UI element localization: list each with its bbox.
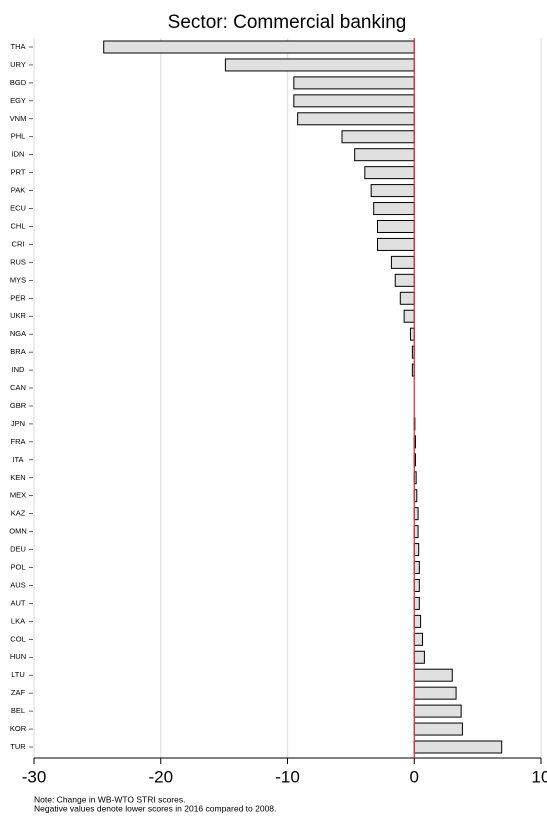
bar — [413, 632, 423, 646]
bar — [413, 596, 420, 610]
bar — [413, 668, 453, 682]
y-tick-label: PHL — [11, 132, 26, 141]
bar — [403, 309, 415, 323]
y-tick-label: PAK — [11, 186, 25, 195]
y-tick-label: HUN — [10, 652, 26, 661]
y-tick-label: TUR — [10, 742, 26, 751]
y-tick-label: BGD — [10, 78, 27, 87]
y-tick-label: VNM — [10, 114, 27, 123]
x-tick-label: -10 — [275, 767, 300, 786]
bar — [413, 543, 420, 557]
bar — [364, 166, 415, 180]
y-tick-label: PER — [10, 293, 26, 302]
y-tick-label: ITA — [12, 455, 23, 464]
bar — [376, 219, 415, 233]
y-tick-label: BRA — [10, 347, 25, 356]
x-tick-label: -20 — [148, 767, 173, 786]
y-tick-label: KAZ — [11, 509, 26, 518]
y-tick-label: AUS — [10, 580, 25, 589]
y-tick-label: UKR — [10, 311, 26, 320]
y-tick-label: PRT — [11, 168, 26, 177]
x-tick-label: 0 — [410, 767, 419, 786]
y-tick-label: DEU — [10, 545, 26, 554]
y-tick-label: OMN — [9, 527, 27, 536]
note: Negative values denote lower scores in 2… — [34, 803, 276, 813]
x-tick-label: 10 — [532, 767, 547, 786]
y-tick-label: CHL — [10, 221, 25, 230]
y-tick-label: RUS — [10, 257, 26, 266]
note: Note: Change in WB-WTO STRI scores. — [34, 794, 185, 804]
y-tick-label: NGA — [10, 329, 26, 338]
y-tick-label: JPN — [11, 419, 25, 428]
bar — [394, 273, 415, 287]
y-tick-label: THA — [11, 42, 26, 51]
y-tick-label: MEX — [10, 491, 26, 500]
y-tick-label: LKA — [11, 616, 25, 625]
y-tick-label: KEN — [10, 473, 25, 482]
bar — [297, 112, 415, 126]
bar — [413, 686, 457, 700]
bar — [413, 722, 463, 736]
bar — [413, 740, 503, 754]
y-tick-label: ECU — [10, 204, 26, 213]
y-tick-label: FRA — [11, 437, 26, 446]
y-tick-label: CRI — [12, 239, 25, 248]
y-tick-label: BEL — [11, 706, 25, 715]
bar — [370, 184, 415, 198]
bar — [413, 704, 462, 718]
bar — [224, 58, 415, 72]
bar — [376, 237, 415, 251]
y-tick-label: MYS — [10, 275, 26, 284]
bar — [341, 130, 415, 144]
bar — [413, 650, 425, 664]
bar — [373, 202, 415, 216]
bar — [103, 40, 415, 54]
bar — [293, 94, 415, 108]
bar — [413, 578, 420, 592]
x-tick-label: -30 — [22, 767, 47, 786]
y-tick-label: EGY — [10, 96, 26, 105]
y-tick-label: URY — [10, 60, 26, 69]
y-tick-label: COL — [10, 634, 25, 643]
chart-title: Sector: Commercial banking — [168, 12, 407, 33]
bar — [354, 148, 415, 162]
bar — [293, 76, 415, 90]
bar — [390, 255, 415, 269]
y-tick-label: GBR — [10, 401, 27, 410]
y-tick-label: AUT — [11, 598, 26, 607]
y-tick-label: ZAF — [11, 688, 26, 697]
bar — [413, 561, 420, 575]
y-tick-label: POL — [10, 562, 25, 571]
y-tick-label: LTU — [11, 670, 25, 679]
y-tick-label: CAN — [10, 383, 26, 392]
bar — [399, 291, 415, 305]
bar — [413, 614, 422, 628]
y-tick-label: IDN — [12, 150, 25, 159]
y-tick-label: IND — [12, 365, 26, 374]
y-tick-label: KOR — [10, 724, 27, 733]
